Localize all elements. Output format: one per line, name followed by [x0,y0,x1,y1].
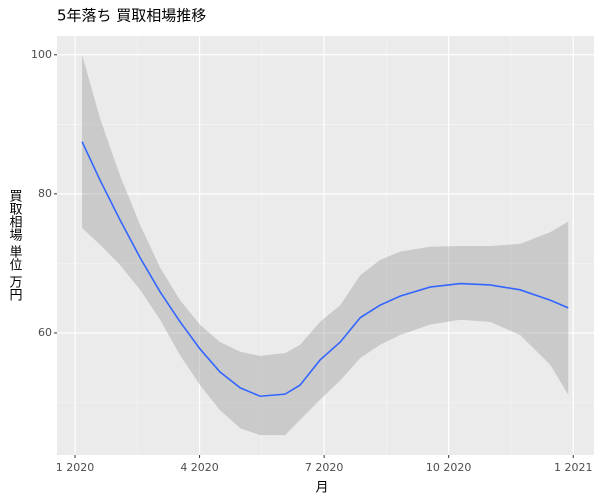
y-tick-label: 60 [38,326,52,339]
x-tick-label: 7 2020 [305,461,344,474]
y-axis-label: 買取相場 単位 万円 [7,189,23,302]
x-tick-label: 1 2021 [554,461,593,474]
x-tick-label: 4 2020 [180,461,219,474]
chart-title: 5年落ち 買取相場推移 [57,7,206,25]
trend-line [81,141,569,398]
y-tick-label: 80 [38,187,52,200]
y-tick-label: 100 [31,48,52,61]
x-tick-label: 10 2020 [426,461,472,474]
plot-panel [57,36,594,455]
confidence-band [82,54,569,436]
x-axis-label: 月 [315,481,328,496]
x-tick-label: 1 2020 [56,461,95,474]
